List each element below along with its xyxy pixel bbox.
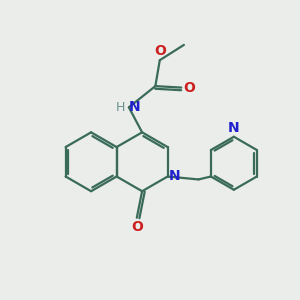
Text: H: H [116, 101, 125, 114]
Text: N: N [129, 100, 140, 114]
Text: N: N [228, 121, 240, 135]
Text: O: O [154, 44, 166, 58]
Text: O: O [131, 220, 143, 234]
Text: O: O [183, 81, 195, 94]
Text: N: N [169, 169, 181, 184]
